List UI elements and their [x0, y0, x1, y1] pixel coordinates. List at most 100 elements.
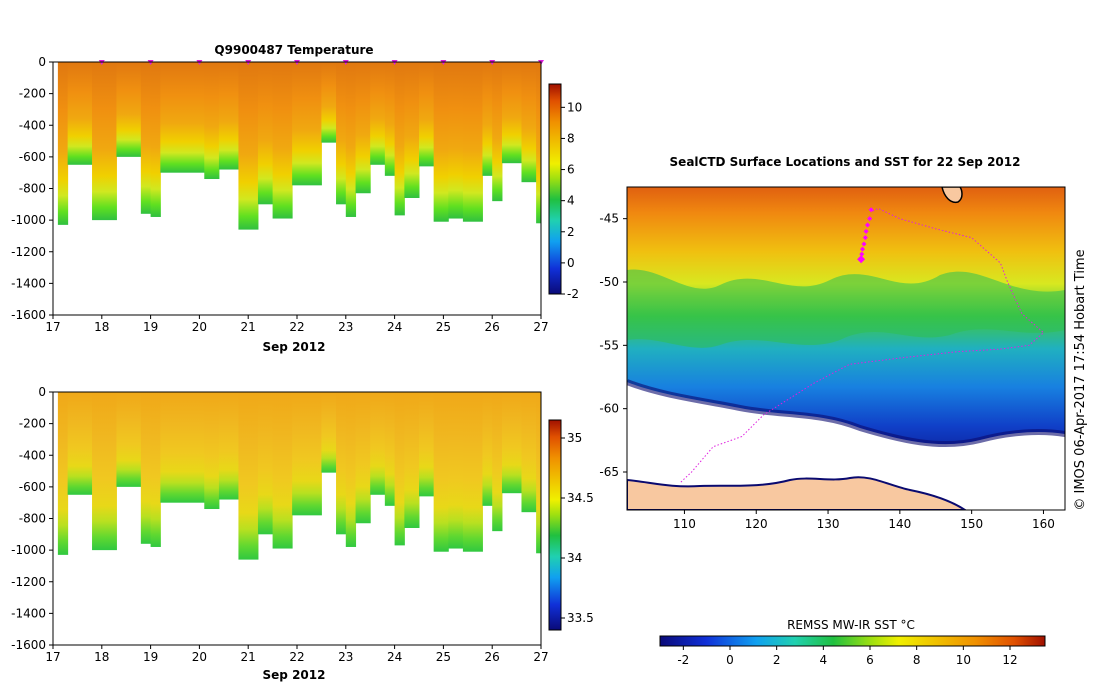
- profile-column-5: [150, 392, 161, 547]
- profile-column-24: [462, 62, 483, 222]
- y-tick-label-0: 0: [38, 385, 46, 399]
- profile-column-20: [404, 392, 420, 528]
- y-tick-label--1600: -1600: [11, 308, 46, 322]
- salinity-panel: 17 18 19 20 21 22 23 24 25 26 27 0 -200 -400 -600 -800…: [11, 385, 594, 682]
- x-tick-label-22: 22: [289, 320, 304, 334]
- profile-column-6: [160, 392, 205, 503]
- profile-column-18: [384, 392, 396, 506]
- y-tick-label--1200: -1200: [11, 575, 46, 589]
- map-y-tick-label--60: -60: [599, 402, 619, 416]
- profile-column-17: [370, 62, 386, 165]
- profile-column-21: [419, 392, 435, 497]
- profile-column-8: [218, 62, 239, 170]
- profile-column-11: [272, 392, 293, 549]
- surface-location-8: [857, 255, 866, 264]
- surface-location-4: [862, 235, 868, 241]
- map-content: [627, 187, 1065, 510]
- profile-column-14: [336, 392, 347, 535]
- map-x-tick-label-130: 130: [817, 517, 840, 531]
- y-tick-label--600: -600: [19, 150, 46, 164]
- profile-column-1: [67, 62, 93, 165]
- map-y-tick-label--45: -45: [599, 212, 619, 226]
- profile-column-7: [204, 392, 220, 510]
- profile-column-7: [204, 62, 220, 180]
- profile-column-24: [462, 392, 483, 552]
- x-tick-label-26: 26: [485, 650, 500, 664]
- profile-column-29: [536, 392, 542, 554]
- profile-column-18: [384, 62, 396, 176]
- map-y-tick-label--55: -55: [599, 338, 619, 352]
- profile-column-10: [257, 62, 274, 205]
- profile-column-27: [501, 62, 522, 164]
- x-tick-label-21: 21: [241, 650, 256, 664]
- salinity-profiles: [57, 392, 542, 560]
- temperature-colorbar-ticks: -2 0 2 4 6 8 10: [561, 100, 582, 301]
- map-y-tick-label--65: -65: [599, 465, 619, 479]
- profile-column-9: [238, 392, 259, 560]
- y-tick-label--1000: -1000: [11, 543, 46, 557]
- surface-location-3: [863, 228, 869, 234]
- profile-column-12: [292, 62, 322, 186]
- colorbar-tick-label-6: 6: [567, 163, 575, 177]
- profile-column-25: [482, 392, 493, 506]
- surface-location-5: [861, 241, 867, 247]
- surface-location-1: [867, 216, 873, 222]
- y-tick-label-0: 0: [38, 55, 46, 69]
- x-tick-label-17: 17: [45, 320, 60, 334]
- y-tick-label--400: -400: [19, 118, 46, 132]
- temperature-panel: Q9900487 Temperature 17 18 19 20 21 22 23 24 25 2…: [11, 43, 582, 354]
- colorbar-tick-label-8: 8: [567, 131, 575, 145]
- profile-column-17: [370, 392, 386, 495]
- x-tick-label-18: 18: [94, 320, 109, 334]
- profile-column-23: [448, 392, 464, 549]
- x-tick-label-24: 24: [387, 320, 402, 334]
- map-x-tick-label-150: 150: [960, 517, 983, 531]
- profile-column-6: [160, 62, 205, 173]
- x-tick-label-25: 25: [436, 650, 451, 664]
- imos-credit: © IMOS 06-Apr-2017 17:54 Hobart Time: [1073, 249, 1088, 510]
- map-y-tick-label--50: -50: [599, 275, 619, 289]
- y-tick-label--400: -400: [19, 448, 46, 462]
- sst-colorbar: [659, 635, 1046, 647]
- profile-column-1: [67, 392, 93, 495]
- sst-colorbar-label: REMSS MW-IR SST °C: [787, 618, 915, 632]
- x-tick-label-20: 20: [192, 650, 207, 664]
- map-y-axis: -45 -50 -55 -60 -65: [599, 212, 627, 479]
- colorbar-tick-label-34.5: 34.5: [567, 491, 594, 505]
- salinity-y-axis: 0 -200 -400 -600 -800 -1000 -1200 -1400 -1600: [11, 385, 53, 652]
- profile-column-16: [355, 392, 371, 524]
- map-title: SealCTD Surface Locations and SST for 22…: [670, 155, 1021, 169]
- surface-locations: [857, 207, 874, 264]
- surface-location-2: [865, 222, 871, 228]
- temperature-profiles: [57, 62, 542, 230]
- profile-column-15: [345, 62, 357, 217]
- y-tick-label--1600: -1600: [11, 638, 46, 652]
- y-tick-label--1400: -1400: [11, 276, 46, 290]
- ice-mask: [627, 382, 1065, 510]
- sst-map-panel: SealCTD Surface Locations and SST for 22…: [599, 155, 1066, 667]
- sst-colorbar-tick-label-12: 12: [1002, 653, 1017, 667]
- temperature-x-label: Sep 2012: [263, 340, 326, 354]
- map-x-tick-label-110: 110: [673, 517, 696, 531]
- x-tick-label-19: 19: [143, 320, 158, 334]
- map-x-axis: 110 120 130 140 150 160: [673, 510, 1055, 531]
- seal-track: [680, 207, 1045, 483]
- map-x-tick-label-120: 120: [745, 517, 768, 531]
- sst-colorbar-tick-label-4: 4: [820, 653, 828, 667]
- temperature-y-axis: 0 -200 -400 -600 -800 -1000 -1200 -1400 -1600: [11, 55, 53, 322]
- profile-column-28: [521, 62, 537, 183]
- profile-column-13: [321, 62, 337, 143]
- tasmania-land: [941, 187, 963, 204]
- antarctica-land: [627, 476, 967, 510]
- temperature-x-axis: 17 18 19 20 21 22 23 24 25 26 27: [45, 315, 549, 334]
- profile-column-19: [394, 62, 405, 216]
- salinity-colorbar: [548, 419, 562, 631]
- x-tick-label-21: 21: [241, 320, 256, 334]
- profile-column-14: [336, 62, 347, 205]
- profile-column-16: [355, 62, 371, 194]
- x-tick-label-22: 22: [289, 650, 304, 664]
- colorbar-tick-label-2: 2: [567, 225, 575, 239]
- y-tick-label--1200: -1200: [11, 245, 46, 259]
- x-tick-label-23: 23: [338, 320, 353, 334]
